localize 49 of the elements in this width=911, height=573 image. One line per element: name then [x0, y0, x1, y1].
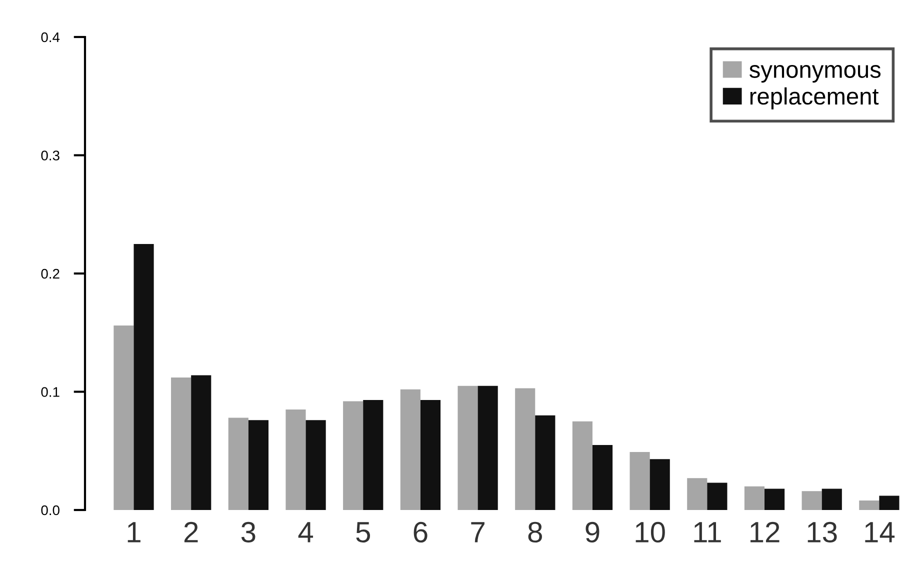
bar — [630, 452, 650, 510]
bar — [802, 491, 822, 510]
bar — [515, 388, 536, 510]
bar — [458, 386, 478, 510]
legend-label: replacement — [750, 87, 879, 110]
x-tick-label: 9 — [586, 522, 600, 543]
x-tick-label: 14 — [865, 522, 895, 542]
bar — [592, 444, 613, 510]
y-tick-label: 0.0 — [41, 505, 60, 516]
bar — [114, 326, 134, 510]
x-tick-label: 8 — [528, 522, 542, 543]
y-tick-label: 0.1 — [41, 387, 60, 397]
x-tick-label: 2 — [184, 522, 198, 542]
x-tick-label: 7 — [471, 522, 484, 542]
bar — [134, 244, 154, 510]
bar — [191, 375, 212, 510]
bar — [286, 409, 306, 510]
bar — [707, 482, 728, 510]
bar — [650, 459, 670, 510]
bar — [343, 401, 364, 510]
bar — [764, 488, 785, 510]
bar — [478, 386, 498, 510]
bar — [171, 378, 192, 510]
legend-label: synonymous — [750, 65, 881, 83]
bar — [228, 418, 248, 510]
y-tick-label: 0.3 — [41, 150, 60, 160]
bar — [859, 500, 880, 510]
bar — [744, 486, 765, 510]
bar — [248, 420, 268, 510]
bar — [822, 488, 842, 510]
y-tick-label: 0.2 — [41, 268, 60, 279]
x-tick-label: 4 — [298, 522, 314, 542]
bar — [306, 420, 326, 510]
x-tick-label: 10 — [636, 522, 665, 543]
bar — [687, 478, 708, 510]
x-tick-label: 11 — [694, 522, 721, 542]
bar — [400, 389, 420, 510]
bar — [363, 400, 384, 510]
x-tick-label: 6 — [414, 522, 428, 543]
bar — [572, 421, 592, 510]
x-tick-label: 3 — [241, 522, 256, 543]
x-tick-label: 1 — [128, 522, 140, 542]
x-tick-label: 12 — [750, 522, 780, 542]
bar — [879, 496, 900, 510]
x-tick-label: 5 — [356, 522, 370, 543]
bar — [420, 400, 441, 510]
bar — [535, 415, 556, 510]
y-tick-label: 0.4 — [41, 32, 60, 42]
x-tick-label: 13 — [808, 522, 837, 543]
